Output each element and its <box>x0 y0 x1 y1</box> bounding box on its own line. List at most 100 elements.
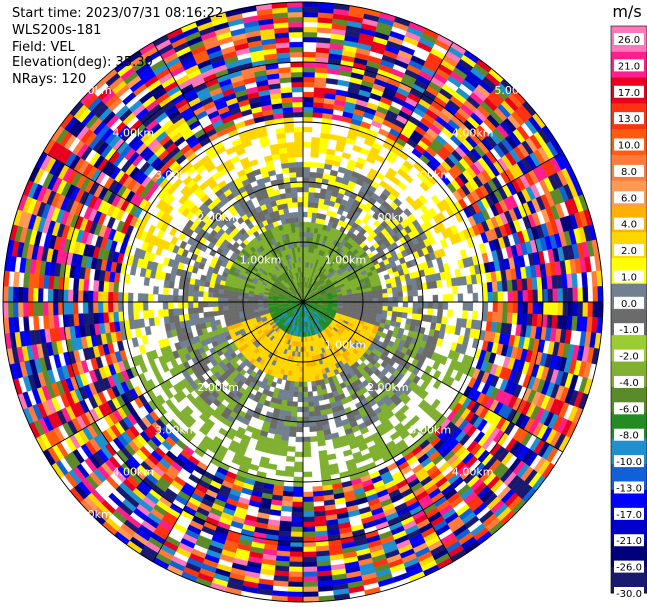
velocity-gate <box>426 314 433 323</box>
velocity-gate <box>291 506 304 513</box>
velocity-gate <box>312 207 319 214</box>
velocity-gate <box>309 426 317 432</box>
velocity-gate <box>87 290 94 303</box>
velocity-gate <box>242 301 249 306</box>
velocity-gate <box>47 301 54 316</box>
velocity-gate <box>309 366 315 372</box>
velocity-gate <box>341 152 352 160</box>
velocity-gate <box>82 301 89 314</box>
velocity-gate <box>587 301 594 318</box>
velocity-gate <box>302 106 314 113</box>
velocity-gate <box>396 286 403 293</box>
velocity-gate <box>325 78 339 85</box>
velocity-gate <box>317 394 324 401</box>
velocity-gate <box>557 301 564 316</box>
velocity-gate <box>147 293 154 303</box>
velocity-gate <box>437 301 444 310</box>
velocity-gate <box>182 301 189 309</box>
velocity-gate <box>314 82 327 89</box>
velocity-gate <box>382 297 389 303</box>
velocity-gate <box>302 511 315 518</box>
velocity-gate <box>311 137 321 144</box>
velocity-gate <box>212 292 219 298</box>
velocity-gate <box>285 380 291 387</box>
velocity-gate <box>302 391 309 398</box>
velocity-gate <box>382 301 389 307</box>
velocity-gate <box>432 294 439 303</box>
velocity-gate <box>577 301 584 317</box>
velocity-gate <box>316 162 326 169</box>
velocity-gate <box>313 97 325 104</box>
velocity-gate <box>478 243 487 255</box>
velocity-gate <box>302 6 319 13</box>
velocity-gate <box>395 281 402 288</box>
velocity-gate <box>308 196 315 203</box>
velocity-gate <box>222 293 229 299</box>
velocity-gate <box>302 566 318 573</box>
velocity-gate <box>302 401 309 408</box>
velocity-gate <box>557 288 564 303</box>
velocity-gate <box>188 307 194 315</box>
velocity-gate <box>232 298 239 303</box>
velocity-gate <box>438 248 446 258</box>
velocity-gate <box>163 315 170 325</box>
velocity-gate <box>302 376 308 383</box>
velocity-gate <box>280 505 293 512</box>
velocity-gate <box>422 301 429 309</box>
velocity-gate <box>582 286 589 303</box>
velocity-gate <box>294 376 300 383</box>
velocity-gate <box>377 301 384 307</box>
velocity-gate <box>322 173 331 180</box>
velocity-gate <box>471 310 478 321</box>
velocity-gate <box>302 171 310 178</box>
velocity-gate <box>32 301 39 317</box>
velocity-gate <box>286 455 296 462</box>
velocity-gate <box>435 338 444 347</box>
velocity-gate <box>83 278 90 291</box>
velocity-gate <box>97 291 104 303</box>
velocity-gate <box>397 291 404 298</box>
velocity-gate <box>305 356 310 363</box>
velocity-gate <box>314 515 327 522</box>
velocity-gate <box>512 301 519 314</box>
velocity-gate <box>357 301 364 306</box>
velocity-gate <box>537 301 544 315</box>
velocity-gate <box>315 172 324 179</box>
velocity-gate <box>142 293 149 303</box>
velocity-gate <box>437 308 443 317</box>
velocity-gate <box>302 76 315 83</box>
velocity-gate <box>102 291 109 303</box>
velocity-gate <box>517 290 524 303</box>
velocity-gate <box>302 386 308 393</box>
velocity-gate <box>293 381 299 388</box>
velocity-gate <box>292 501 304 508</box>
velocity-gate <box>302 211 308 218</box>
velocity-gate <box>299 356 304 363</box>
velocity-gate <box>247 304 254 308</box>
velocity-gate <box>222 305 229 311</box>
velocity-gate <box>442 301 449 310</box>
velocity-gate <box>117 301 124 312</box>
velocity-gate <box>302 101 314 108</box>
velocity-gate <box>302 546 317 553</box>
velocity-gate <box>302 446 312 453</box>
velocity-gate <box>33 315 40 331</box>
velocity-gate <box>302 196 309 203</box>
velocity-gate <box>52 301 59 316</box>
velocity-gate <box>72 289 79 303</box>
velocity-gate <box>316 37 331 44</box>
velocity-gate <box>192 307 199 314</box>
velocity-gate <box>293 466 304 473</box>
velocity-gate <box>192 296 199 303</box>
velocity-gate <box>275 469 286 477</box>
velocity-gate <box>302 591 319 598</box>
velocity-gate <box>302 576 318 583</box>
velocity-gate <box>436 279 443 289</box>
velocity-gate <box>98 280 105 292</box>
velocity-gate <box>427 301 434 309</box>
velocity-gate <box>310 375 316 382</box>
velocity-gate <box>67 301 74 315</box>
velocity-gate <box>285 465 295 472</box>
velocity-gate <box>497 291 504 303</box>
velocity-gate <box>417 295 424 303</box>
